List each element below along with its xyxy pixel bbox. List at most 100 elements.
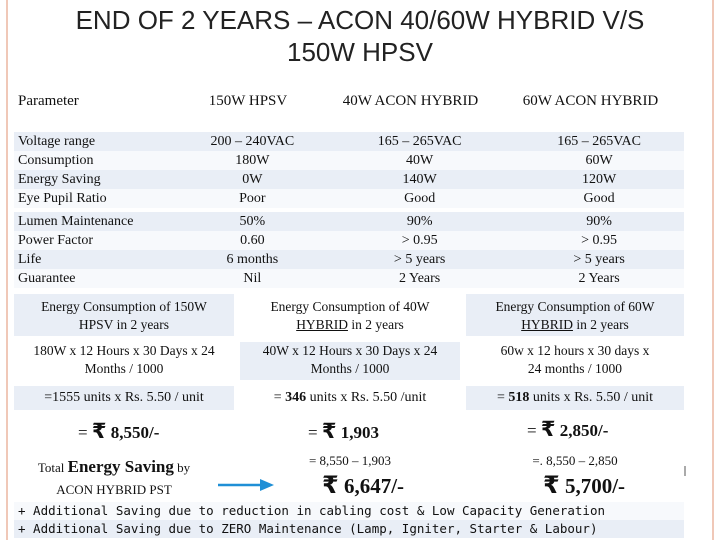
hybrid60-heading-link: HYBRID [521, 317, 573, 332]
hybrid60-value: Good [514, 189, 684, 208]
right-decorative-rule [712, 0, 714, 540]
hybrid60-heading-rest: in 2 years [572, 317, 629, 332]
hybrid60-heading-line-1: Energy Consumption of 60W [495, 299, 655, 314]
hybrid40-formula-line-1: 40W x 12 Hours x 30 Days x 24 [262, 343, 438, 358]
table-row: Guarantee Nil 2 Years 2 Years [14, 269, 684, 288]
hybrid40-formula: 40W x 12 Hours x 30 Days x 24 Months / 1… [240, 342, 460, 380]
hybrid40-value: 140W [325, 170, 515, 189]
hybrid40-units-prefix: = [273, 390, 286, 405]
hybrid60-formula-line-2: 24 months / 1000 [527, 361, 623, 376]
table-row: Voltage range 200 – 240VAC 165 – 265VAC … [14, 132, 684, 151]
hybrid60-value: 120W [514, 170, 684, 189]
hpsv-heading-line-2: HPSV in 2 years [78, 317, 170, 332]
table-row: Energy Saving 0W 140W 120W [14, 170, 684, 189]
hybrid60-value: 165 – 265VAC [514, 132, 684, 151]
additional-saving-note-2: + Additional Saving due to ZERO Maintena… [14, 520, 684, 538]
hybrid60-value: 60W [514, 151, 684, 170]
right-arrow-icon [218, 479, 274, 491]
hpsv-heading-line-1: Energy Consumption of 150W [41, 299, 207, 314]
hybrid60-difference: =. 8,550 – 2,850 [532, 453, 618, 468]
rupee-icon: ₹ [321, 419, 337, 443]
equals-sign: = [78, 423, 88, 442]
slide-title-line-2: 150W HPSV [287, 37, 433, 67]
hybrid40-units: = 346 units x Rs. 5.50 /unit [240, 386, 460, 410]
header-parameter: Parameter [18, 93, 79, 109]
slide-title: END OF 2 YEARS – ACON 40/60W HYBRID V/S … [0, 4, 720, 68]
header-150w-hpsv: 150W HPSV [208, 93, 288, 109]
row-label: Power Factor [14, 231, 180, 250]
rupee-icon: ₹ [543, 471, 560, 499]
hybrid40-formula-line-2: Months / 1000 [310, 361, 390, 376]
hybrid60-cost: = ₹ 2,850/- [527, 418, 608, 442]
header-40w-acon-hybrid: 40W ACON HYBRID [342, 93, 479, 109]
equals-sign: = [308, 423, 318, 442]
hpsv-value: 0.60 [179, 231, 326, 250]
hpsv-consumption-heading: Energy Consumption of 150W HPSV in 2 yea… [14, 294, 234, 336]
hybrid60-value: 90% [514, 212, 684, 231]
hpsv-units: =1555 units x Rs. 5.50 / unit [14, 386, 234, 410]
table-row: Power Factor 0.60 > 0.95 > 0.95 [14, 231, 684, 250]
table-row: Lumen Maintenance 50% 90% 90% [14, 212, 684, 231]
rupee-icon: ₹ [91, 419, 107, 443]
row-label: Guarantee [14, 269, 180, 288]
hybrid40-heading-line-2: HYBRID in 2 years [240, 316, 460, 334]
row-label: Energy Saving [14, 170, 180, 189]
row-label: Consumption [14, 151, 180, 170]
energy-saving-emphasis: Energy Saving [67, 457, 174, 476]
hybrid40-cost-value: 1,903 [340, 423, 379, 442]
by-word: by [177, 460, 191, 475]
hpsv-value: 6 months [179, 250, 326, 269]
hpsv-value: 180W [179, 151, 326, 170]
total-saving-line-1: Total Energy Saving by [14, 456, 214, 479]
hybrid40-value: 165 – 265VAC [325, 132, 515, 151]
hpsv-value: 0W [179, 170, 326, 189]
hybrid60-units-prefix: = [496, 390, 509, 405]
slide-title-line-1: END OF 2 YEARS – ACON 40/60W HYBRID V/S [75, 5, 645, 35]
hybrid60-value: 2 Years [514, 269, 684, 288]
hybrid40-difference: = 8,550 – 1,903 [308, 453, 392, 468]
hybrid40-value: > 0.95 [325, 231, 515, 250]
hybrid60-value: > 5 years [514, 250, 684, 269]
hybrid60-units-number: 518 [508, 390, 530, 405]
hybrid40-heading-link: HYBRID [296, 317, 348, 332]
row-label: Life [14, 250, 180, 269]
hpsv-formula: 180W x 12 Hours x 30 Days x 24 Months / … [14, 342, 234, 380]
table-row: Consumption 180W 40W 60W [14, 151, 684, 170]
row-label: Lumen Maintenance [14, 212, 180, 231]
hybrid60-consumption-heading: Energy Consumption of 60W HYBRID in 2 ye… [466, 294, 684, 336]
hybrid40-cost: = ₹ 1,903 [308, 420, 379, 444]
total-word: Total [37, 460, 65, 475]
hybrid40-saving-value: 6,647/- [343, 474, 405, 498]
hpsv-value: 200 – 240VAC [179, 132, 326, 151]
rupee-icon: ₹ [540, 417, 556, 441]
hybrid40-heading-line-1: Energy Consumption of 40W [270, 299, 430, 314]
table-row: Life 6 months > 5 years > 5 years [14, 250, 684, 269]
row-label: Eye Pupil Ratio [14, 189, 180, 208]
equals-sign: = [527, 421, 537, 440]
row-label: Voltage range [14, 132, 180, 151]
hybrid40-value: > 5 years [325, 250, 515, 269]
edge-marker [684, 466, 686, 476]
hybrid60-cost-value: 2,850/- [559, 421, 609, 440]
hpsv-cost: = ₹ 8,550/- [78, 420, 159, 444]
header-60w-acon-hybrid: 60W ACON HYBRID [522, 93, 659, 109]
hybrid60-value: > 0.95 [514, 231, 684, 250]
hybrid40-units-suffix: units x Rs. 5.50 /unit [306, 390, 427, 405]
comparison-table: Voltage range 200 – 240VAC 165 – 265VAC … [14, 132, 684, 288]
hybrid60-heading-line-2: HYBRID in 2 years [466, 316, 684, 334]
hpsv-formula-line-1: 180W x 12 Hours x 30 Days x 24 [33, 343, 215, 358]
hybrid40-value: 2 Years [325, 269, 515, 288]
hpsv-cost-value: 8,550/- [110, 423, 160, 442]
left-decorative-rule [6, 0, 8, 540]
rupee-icon: ₹ [322, 471, 339, 499]
hpsv-formula-line-2: Months / 1000 [84, 361, 164, 376]
hybrid40-value: Good [325, 189, 515, 208]
total-saving-line-2: ACON HYBRID PST [56, 482, 172, 497]
hybrid40-units-number: 346 [285, 390, 307, 405]
hpsv-value: 50% [179, 212, 326, 231]
hybrid60-saving-value: 5,700/- [564, 474, 626, 498]
hpsv-value: Nil [179, 269, 326, 288]
hybrid60-units-suffix: units x Rs. 5.50 / unit [529, 390, 654, 405]
table-spacer [14, 208, 684, 212]
hybrid40-heading-rest: in 2 years [347, 317, 404, 332]
